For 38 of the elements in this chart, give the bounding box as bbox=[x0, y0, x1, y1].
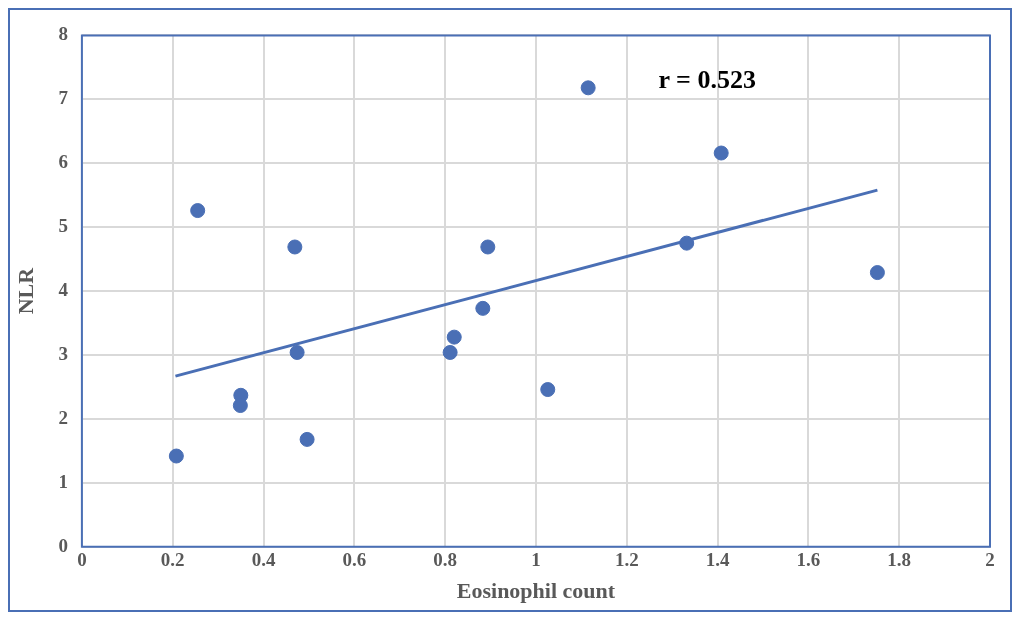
y-axis-title: NLR bbox=[12, 266, 38, 315]
x-tick-label: 2 bbox=[985, 549, 995, 571]
point bbox=[287, 239, 303, 255]
y-tick-label: 4 bbox=[58, 279, 69, 301]
x-tick-label: 0 bbox=[77, 549, 87, 571]
point bbox=[475, 300, 491, 316]
point bbox=[289, 344, 305, 360]
point bbox=[679, 235, 695, 251]
x-tick-label: 1.2 bbox=[614, 549, 639, 571]
y-tick-label: 5 bbox=[58, 215, 68, 237]
y-tick-label: 6 bbox=[58, 151, 68, 173]
annotation: r = 0.523 bbox=[658, 65, 756, 95]
point bbox=[232, 398, 248, 414]
x-tick-label: 0.8 bbox=[433, 549, 458, 571]
point bbox=[580, 80, 596, 96]
point bbox=[446, 329, 462, 345]
point bbox=[540, 382, 556, 398]
y-tick-label: 1 bbox=[58, 470, 68, 492]
x-tick-label: 0.4 bbox=[251, 549, 276, 571]
x-tick-label: 1.8 bbox=[887, 549, 912, 571]
x-tick-label: 0.2 bbox=[160, 549, 185, 571]
point bbox=[869, 265, 885, 281]
y-tick-label: 8 bbox=[58, 23, 68, 45]
x-tick-label: 1 bbox=[531, 549, 541, 571]
x-axis-title: Eosinophil count bbox=[456, 578, 616, 604]
y-tick-label: 7 bbox=[58, 87, 69, 109]
y-tick-label: 2 bbox=[58, 406, 68, 428]
x-tick-label: 1.4 bbox=[705, 549, 730, 571]
x-tick-label: 0.6 bbox=[342, 549, 367, 571]
x-tick-label: 1.6 bbox=[796, 549, 821, 571]
point bbox=[168, 448, 184, 464]
point bbox=[713, 145, 729, 161]
y-tick-label: 3 bbox=[58, 342, 68, 364]
point bbox=[190, 203, 206, 219]
point bbox=[480, 239, 496, 255]
point bbox=[442, 344, 458, 360]
point bbox=[299, 431, 315, 447]
y-tick-label: 0 bbox=[58, 534, 68, 556]
